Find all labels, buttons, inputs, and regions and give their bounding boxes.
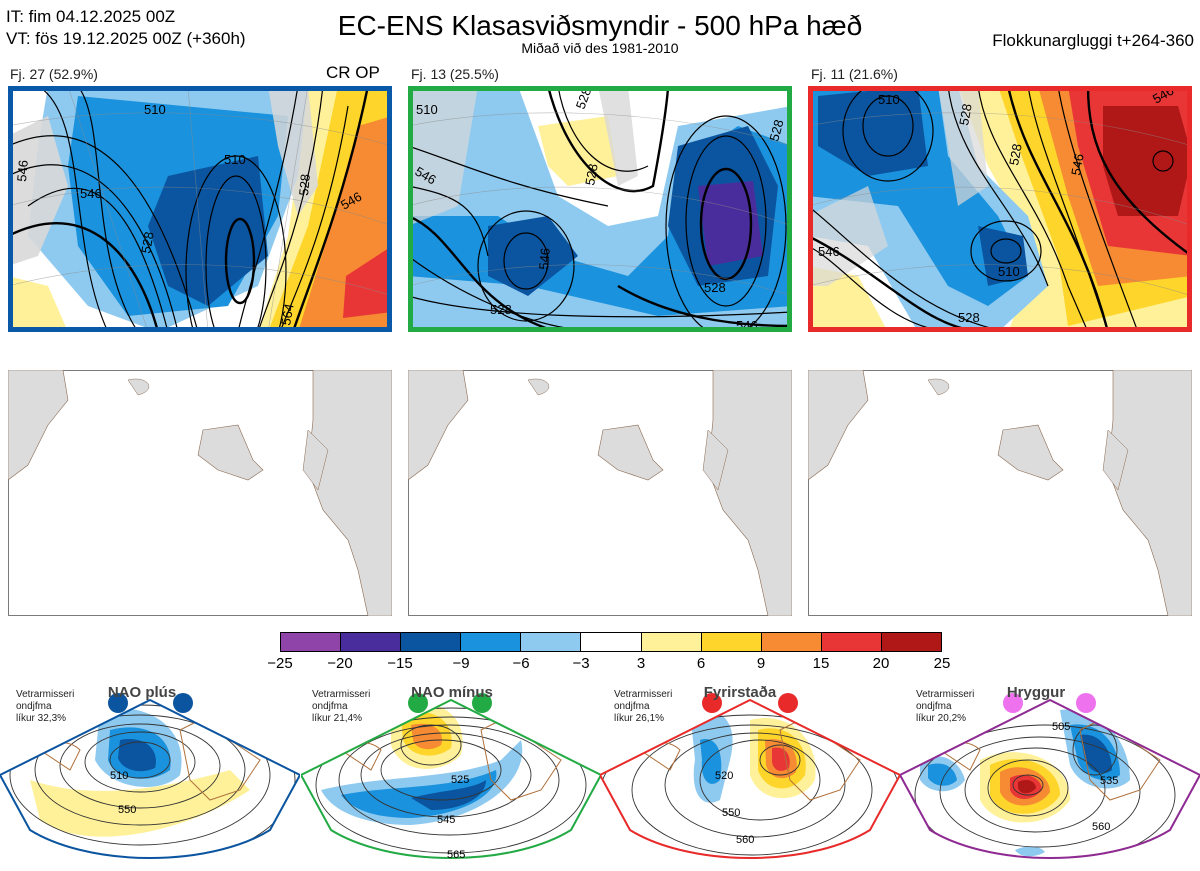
contour-label: 510	[878, 92, 900, 107]
regime-blocking[interactable]: 520 550 560	[600, 680, 900, 871]
colorbar-tick: 6	[696, 655, 706, 672]
regime-title: NAO mínus	[411, 684, 493, 701]
valid-time: VT: fös 19.12.2025 00Z (+360h)	[6, 29, 246, 48]
cluster-border	[408, 86, 792, 332]
contour-label: 546	[1068, 153, 1087, 177]
regime-contour-label: 510	[110, 770, 128, 782]
regime-title: Fyrirstaða	[703, 684, 777, 701]
basemap-2	[408, 370, 792, 616]
regime-contour-label: 525	[451, 774, 469, 786]
contour-label: 528	[1006, 143, 1025, 167]
colorbar-tick: 9	[756, 655, 766, 672]
cluster-op-marker: CR OP	[326, 63, 380, 82]
basemap-1	[8, 370, 392, 616]
contour-label: 510	[144, 102, 166, 117]
regime-contour-label: 560	[1092, 821, 1110, 833]
contour-label: 546	[818, 244, 840, 259]
contour-label: 528	[138, 231, 157, 255]
cluster-label-3: Fj. 11 (21.6%)	[811, 66, 898, 82]
contour-label: 528	[958, 310, 980, 325]
colorbar-tick: −6	[512, 655, 530, 672]
contour-label: 546	[14, 159, 31, 182]
regime-ridge[interactable]: 505 535 560	[900, 680, 1200, 871]
contour-label: 510	[224, 152, 246, 167]
contour-label: 528	[956, 103, 975, 127]
colorbar-tick: −15	[387, 655, 413, 672]
regime-title: NAO plús	[107, 684, 177, 701]
colorbar-tick: −25	[267, 655, 293, 672]
cluster-border	[808, 86, 1192, 332]
colorbar-swatch	[581, 633, 642, 651]
contour-label: 510	[416, 102, 438, 117]
colorbar-swatch	[701, 633, 762, 651]
classification-window: Flokkunargluggi t+264-360	[992, 31, 1194, 50]
regime-nao-plus[interactable]: 510 550	[0, 680, 300, 871]
regime-contour-label: 550	[118, 804, 136, 816]
regime-contour-label: 545	[437, 814, 455, 826]
regime-contour-label: 550	[722, 807, 740, 819]
contour-label: 528	[490, 302, 512, 317]
cluster-label-2: Fj. 13 (25.5%)	[411, 66, 499, 82]
cluster-label-1: Fj. 27 (52.9%)	[10, 66, 98, 82]
header-dates: IT: fim 04.12.2025 00Z VT: fös 19.12.202…	[6, 6, 246, 50]
page-subtitle: Miðað við des 1981-2010	[521, 40, 679, 56]
init-time: IT: fim 04.12.2025 00Z	[6, 7, 176, 26]
colorbar-tick: −9	[452, 655, 470, 672]
cluster-map-1[interactable]: 510 546 528 546 510 546 528 564	[8, 86, 392, 332]
colorbar-swatch	[341, 633, 402, 651]
regime-nao-minus[interactable]: 525 545 565	[301, 680, 601, 871]
contour-label: 546	[80, 186, 102, 201]
regime-contour-label: 565	[447, 849, 465, 861]
regime-title: Hryggur	[1006, 684, 1066, 701]
regime-contour-label: 520	[715, 770, 733, 782]
basemap-3	[808, 370, 1192, 616]
colorbar-swatch	[881, 633, 942, 651]
contour-label: 564	[278, 303, 297, 327]
colorbar-swatch	[401, 633, 462, 651]
colorbar-swatch	[461, 633, 522, 651]
regime-info: Vetrarmisseri ondjfma líkur 21,4%	[312, 689, 371, 724]
colorbar-tick: 15	[812, 655, 830, 672]
contour-label: 528	[766, 118, 786, 143]
regime-contour-label: 560	[736, 834, 754, 846]
contour-label: 528	[573, 86, 595, 111]
colorbar-tick: 20	[872, 655, 890, 672]
colorbar-swatch	[761, 633, 822, 651]
cluster-map-2[interactable]: 510 528 528 528 546 546 528 528 546	[408, 86, 792, 332]
colorbar	[280, 632, 942, 652]
regime-info: Vetrarmisseri ondjfma líkur 26,1%	[614, 689, 673, 724]
colorbar-tick: 25	[933, 655, 951, 672]
colorbar-swatch	[821, 633, 882, 651]
contour-label: 510	[998, 264, 1020, 279]
regime-info: Vetrarmisseri ondjfma líkur 32,3%	[16, 689, 75, 724]
regime-info: Vetrarmisseri ondjfma líkur 20,2%	[916, 689, 975, 724]
colorbar-tick: −20	[327, 655, 353, 672]
cluster-border	[8, 86, 392, 332]
colorbar-swatch	[641, 633, 702, 651]
contour-label: 546	[536, 247, 553, 270]
regime-contour-label: 535	[1100, 775, 1118, 787]
colorbar-swatch	[521, 633, 582, 651]
colorbar-swatch	[281, 633, 342, 651]
contour-label: 528	[296, 173, 313, 196]
contour-label: 528	[582, 163, 601, 187]
regime-contour-label: 505	[1052, 721, 1070, 733]
colorbar-tick: −3	[572, 655, 590, 672]
colorbar-tick: 3	[636, 655, 646, 672]
page-title: EC-ENS Klasasviðsmyndir - 500 hPa hæð	[337, 10, 863, 41]
contour-label: 528	[704, 280, 726, 295]
cluster-map-3[interactable]: 510 528 546 546 528 510 528 546	[808, 86, 1192, 332]
